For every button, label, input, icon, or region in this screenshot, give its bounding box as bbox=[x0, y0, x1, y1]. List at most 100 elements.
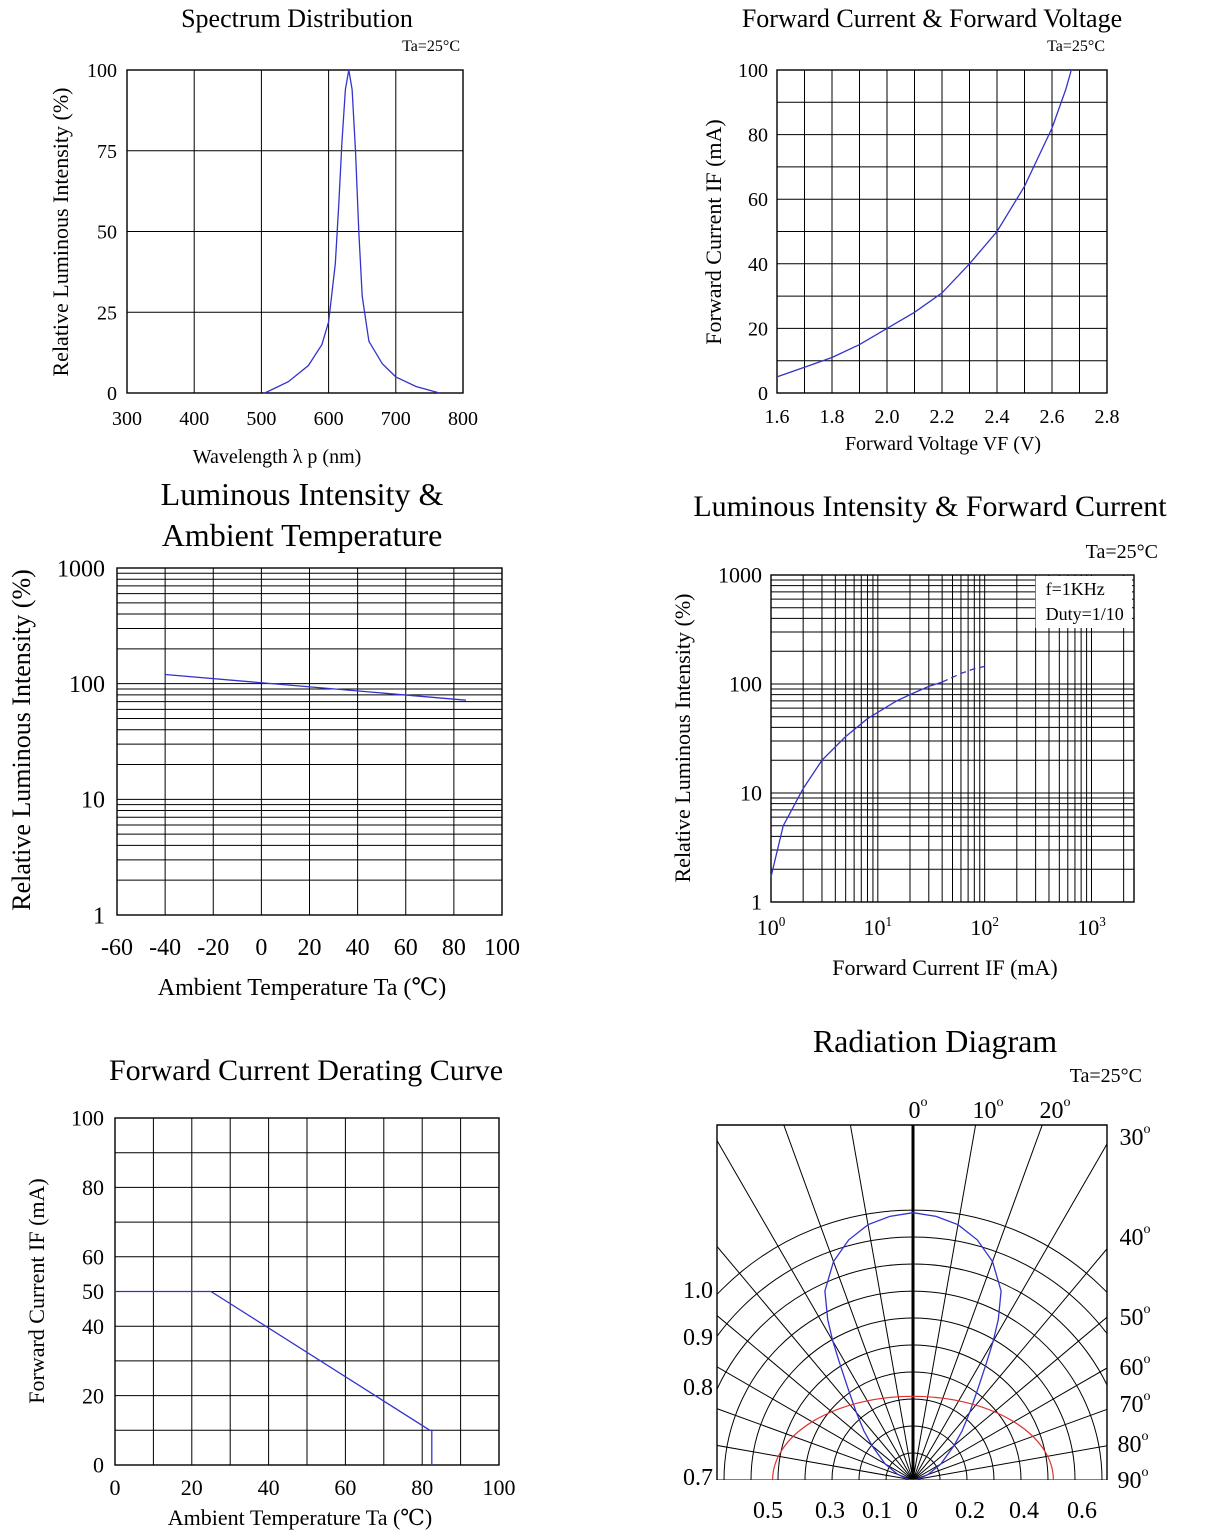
polar-radial bbox=[912, 1367, 1107, 1480]
degree-mark: o bbox=[1144, 1302, 1151, 1317]
x-tick-label: 102 bbox=[970, 914, 999, 940]
degree-mark: o bbox=[997, 1095, 1004, 1110]
x-tick-label: 100 bbox=[757, 914, 786, 940]
x-tick-label: 60 bbox=[394, 935, 418, 961]
y-tick-label: 80 bbox=[82, 1175, 104, 1200]
polar-radial bbox=[912, 1125, 977, 1480]
bottom-scale-label: 0.2 bbox=[955, 1498, 985, 1524]
y-tick-label: 80 bbox=[748, 125, 768, 147]
x-tick-label: -40 bbox=[149, 935, 181, 961]
x-tick-label: 100 bbox=[483, 1475, 516, 1500]
left-scale-label: 0.8 bbox=[683, 1375, 713, 1401]
condition-note: Ta=25°C bbox=[1086, 541, 1158, 563]
x-tick-label: 2.8 bbox=[1095, 406, 1120, 428]
x-axis-label: Forward Current IF (mA) bbox=[832, 955, 1057, 980]
y-tick-label: 60 bbox=[748, 189, 768, 211]
polar-radial bbox=[912, 1445, 1107, 1480]
bottom-scale-label: 0.5 bbox=[753, 1498, 783, 1524]
y-tick-label: 20 bbox=[82, 1383, 104, 1408]
plot-frame bbox=[716, 1124, 1108, 1480]
angle-label: 30o bbox=[1120, 1122, 1151, 1151]
angle-label: 40o bbox=[1120, 1222, 1151, 1251]
y-tick-label: 25 bbox=[97, 302, 117, 324]
y-axis-label: Forward Current IF (mA) bbox=[24, 1178, 49, 1403]
grid bbox=[776, 69, 1108, 394]
polar-radial bbox=[912, 1142, 1107, 1480]
chart-title: Forward Current & Forward Voltage bbox=[742, 4, 1122, 33]
polar-radial bbox=[717, 1245, 914, 1480]
degree-mark: o bbox=[921, 1095, 928, 1110]
y-tick-label: 20 bbox=[748, 318, 768, 340]
angle-label: 0o bbox=[909, 1095, 928, 1124]
x-axis-label: Wavelength λ p (nm) bbox=[193, 446, 362, 468]
chart-title: Ambient Temperature bbox=[162, 517, 443, 553]
x-tick-label: 0 bbox=[110, 1475, 121, 1500]
polar-radial bbox=[717, 1314, 914, 1480]
angle-label: 80o bbox=[1118, 1429, 1149, 1458]
bottom-scale-label: 0.4 bbox=[1009, 1498, 1039, 1524]
x-tick-label: 80 bbox=[442, 935, 466, 961]
x-tick-label: 700 bbox=[381, 408, 411, 430]
polar-radial bbox=[717, 1444, 914, 1480]
chart-2: 1.6 1.8 2.0 2.2 2.4 2.6 2.8 0 20 40 60 80 100 Forward… bbox=[701, 4, 1122, 455]
x-tick-label: 103 bbox=[1077, 914, 1106, 940]
y-tick-label: 10 bbox=[81, 788, 105, 814]
annotation-box bbox=[1035, 576, 1132, 628]
x-tick-label: 40 bbox=[346, 935, 370, 961]
x-tick-label: 100 bbox=[484, 935, 520, 961]
x-tick-label: 800 bbox=[448, 408, 478, 430]
y-tick-label: 100 bbox=[738, 60, 768, 82]
grid bbox=[116, 567, 503, 916]
x-tick-label: 101 bbox=[864, 914, 893, 940]
angle-label: 60o bbox=[1120, 1352, 1151, 1381]
condition-note: Ta=25°C bbox=[1070, 1065, 1142, 1087]
degree-mark: o bbox=[1144, 1352, 1151, 1367]
polar-radial bbox=[912, 1248, 1107, 1480]
y-tick-label: 0 bbox=[93, 1453, 104, 1478]
series-line bbox=[264, 69, 440, 394]
x-tick-label: 2.4 bbox=[985, 406, 1010, 428]
chart-3: -60 -40 -20 0 20 40 60 80 100 1 10 100 1000 Luminous … bbox=[7, 476, 520, 1001]
x-tick-label: -20 bbox=[197, 935, 229, 961]
grid bbox=[770, 574, 1134, 903]
degree-mark: o bbox=[1144, 1389, 1151, 1404]
y-tick-label: 100 bbox=[87, 60, 117, 82]
polar-radial bbox=[717, 1139, 914, 1480]
plot-frame bbox=[126, 69, 464, 394]
x-tick-label: 1.8 bbox=[820, 406, 845, 428]
bottom-scale-label: 0.3 bbox=[815, 1498, 845, 1524]
degree-mark: o bbox=[1064, 1095, 1071, 1110]
y-tick-label: 50 bbox=[82, 1279, 104, 1304]
degree-mark: o bbox=[1144, 1122, 1151, 1137]
polar-radial bbox=[912, 1125, 1043, 1480]
polar-grid bbox=[717, 1125, 1107, 1480]
y-axis-label: Relative Luminous Intensity (%) bbox=[7, 569, 36, 911]
series-line bbox=[776, 69, 1072, 378]
angle-label: 70o bbox=[1120, 1389, 1151, 1418]
polar-radial bbox=[717, 1366, 914, 1480]
chart-title: Luminous Intensity & Forward Current bbox=[693, 490, 1167, 523]
angle-label: 90o bbox=[1118, 1465, 1149, 1494]
y-tick-label: 1 bbox=[93, 903, 105, 929]
polar-radial bbox=[912, 1408, 1107, 1480]
reference-arc bbox=[772, 1395, 1054, 1480]
series-line bbox=[165, 673, 466, 701]
y-tick-label: 1 bbox=[751, 890, 762, 915]
x-tick-label: 60 bbox=[334, 1475, 356, 1500]
y-tick-label: 0 bbox=[107, 383, 117, 405]
x-tick-label: 2.2 bbox=[930, 406, 955, 428]
chart-title: Spectrum Distribution bbox=[181, 4, 413, 33]
y-axis-label: Forward Current IF (mA) bbox=[701, 119, 726, 344]
degree-mark: o bbox=[1142, 1429, 1149, 1444]
y-tick-label: 1000 bbox=[57, 556, 105, 582]
y-tick-label: 75 bbox=[97, 141, 117, 163]
x-tick-label: -60 bbox=[101, 935, 133, 961]
y-axis-label: Relative Luminous Intensity (%) bbox=[48, 88, 73, 377]
bottom-scale-label: 0 bbox=[906, 1498, 918, 1524]
y-tick-label: 100 bbox=[729, 672, 762, 697]
x-tick-label: 400 bbox=[179, 408, 209, 430]
chart-4: 100 101 102 103 1 10 100 1000 Luminous Intensity… bbox=[670, 490, 1167, 980]
x-axis-label: Ambient Temperature Ta (℃) bbox=[168, 1505, 432, 1530]
